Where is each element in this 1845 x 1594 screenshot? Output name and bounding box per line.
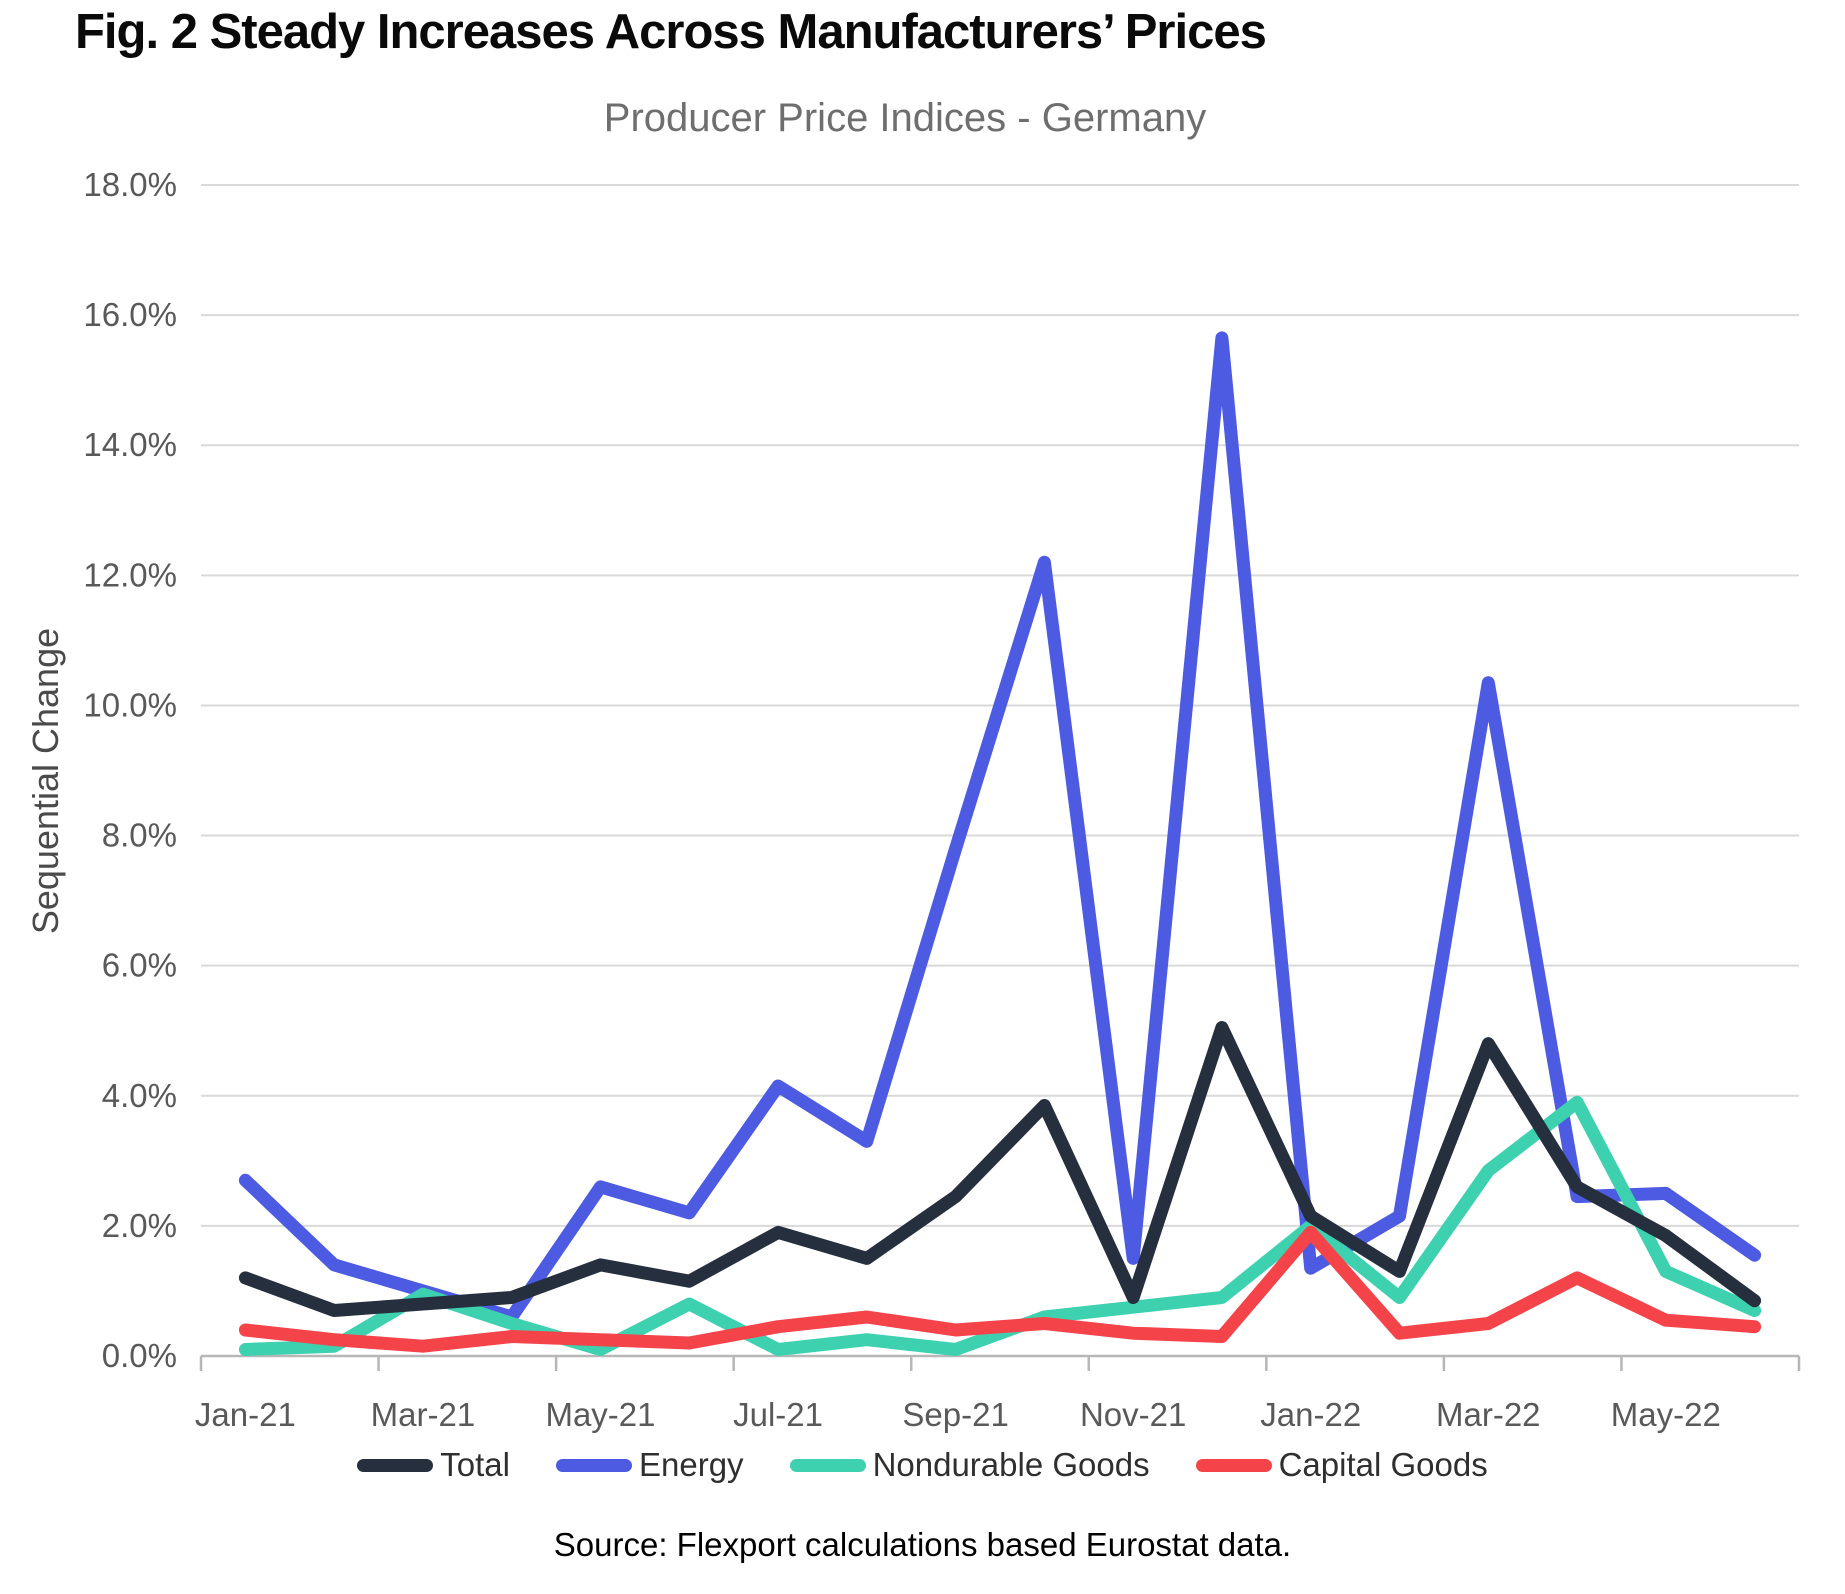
y-tick-label: 2.0% — [102, 1207, 177, 1244]
y-tick-label: 18.0% — [83, 166, 177, 203]
x-tick-label: Jan-21 — [195, 1396, 296, 1433]
x-tick-label: May-21 — [545, 1396, 655, 1433]
legend-label: Total — [440, 1446, 510, 1483]
chart-subtitle: Producer Price Indices - Germany — [603, 96, 1207, 140]
x-tick-label: May-22 — [1611, 1396, 1721, 1433]
x-tick-label: Jul-21 — [733, 1396, 823, 1433]
x-tick-label: Mar-22 — [1436, 1396, 1541, 1433]
legend-swatch-energy — [556, 1458, 632, 1472]
y-tick-label: 14.0% — [83, 426, 177, 463]
figure-title: Fig. 2 Steady Increases Across Manufactu… — [75, 5, 1267, 59]
x-tick-label: Jan-22 — [1260, 1396, 1361, 1433]
legend-item-nondurable-goods: Nondurable Goods — [789, 1446, 1150, 1484]
y-tick-label: 12.0% — [83, 556, 177, 593]
series-line-energy — [238, 331, 1762, 1324]
legend-swatch-nondurable-goods — [789, 1458, 866, 1472]
y-tick-label: 16.0% — [83, 296, 177, 333]
y-tick-label: 8.0% — [102, 817, 177, 854]
y-tick-label: 4.0% — [102, 1077, 177, 1114]
series-line-capital-goods — [238, 1225, 1762, 1353]
legend-item-total: Total — [357, 1446, 510, 1484]
x-tick-label: Mar-21 — [371, 1396, 476, 1433]
y-tick-label: 0.0% — [102, 1337, 177, 1374]
legend-label: Capital Goods — [1278, 1446, 1488, 1483]
series-line-total — [238, 1021, 1762, 1317]
legend-item-energy: Energy — [556, 1446, 744, 1484]
source-note: Source: Flexport calculations based Euro… — [553, 1526, 1292, 1563]
legend-item-capital-goods: Capital Goods — [1195, 1446, 1488, 1484]
legend-swatch-capital-goods — [1195, 1458, 1272, 1472]
y-axis-title: Sequential Change — [25, 628, 66, 934]
legend: Total Energy Nondurable Goods Capital Goods — [0, 1446, 1845, 1484]
y-tick-label: 10.0% — [83, 686, 177, 723]
legend-label: Nondurable Goods — [872, 1446, 1150, 1483]
legend-swatch-total — [357, 1458, 434, 1472]
x-tick-label: Sep-21 — [902, 1396, 1008, 1433]
legend-label: Energy — [639, 1446, 744, 1483]
x-tick-label: Nov-21 — [1080, 1396, 1186, 1433]
y-tick-label: 6.0% — [102, 947, 177, 984]
